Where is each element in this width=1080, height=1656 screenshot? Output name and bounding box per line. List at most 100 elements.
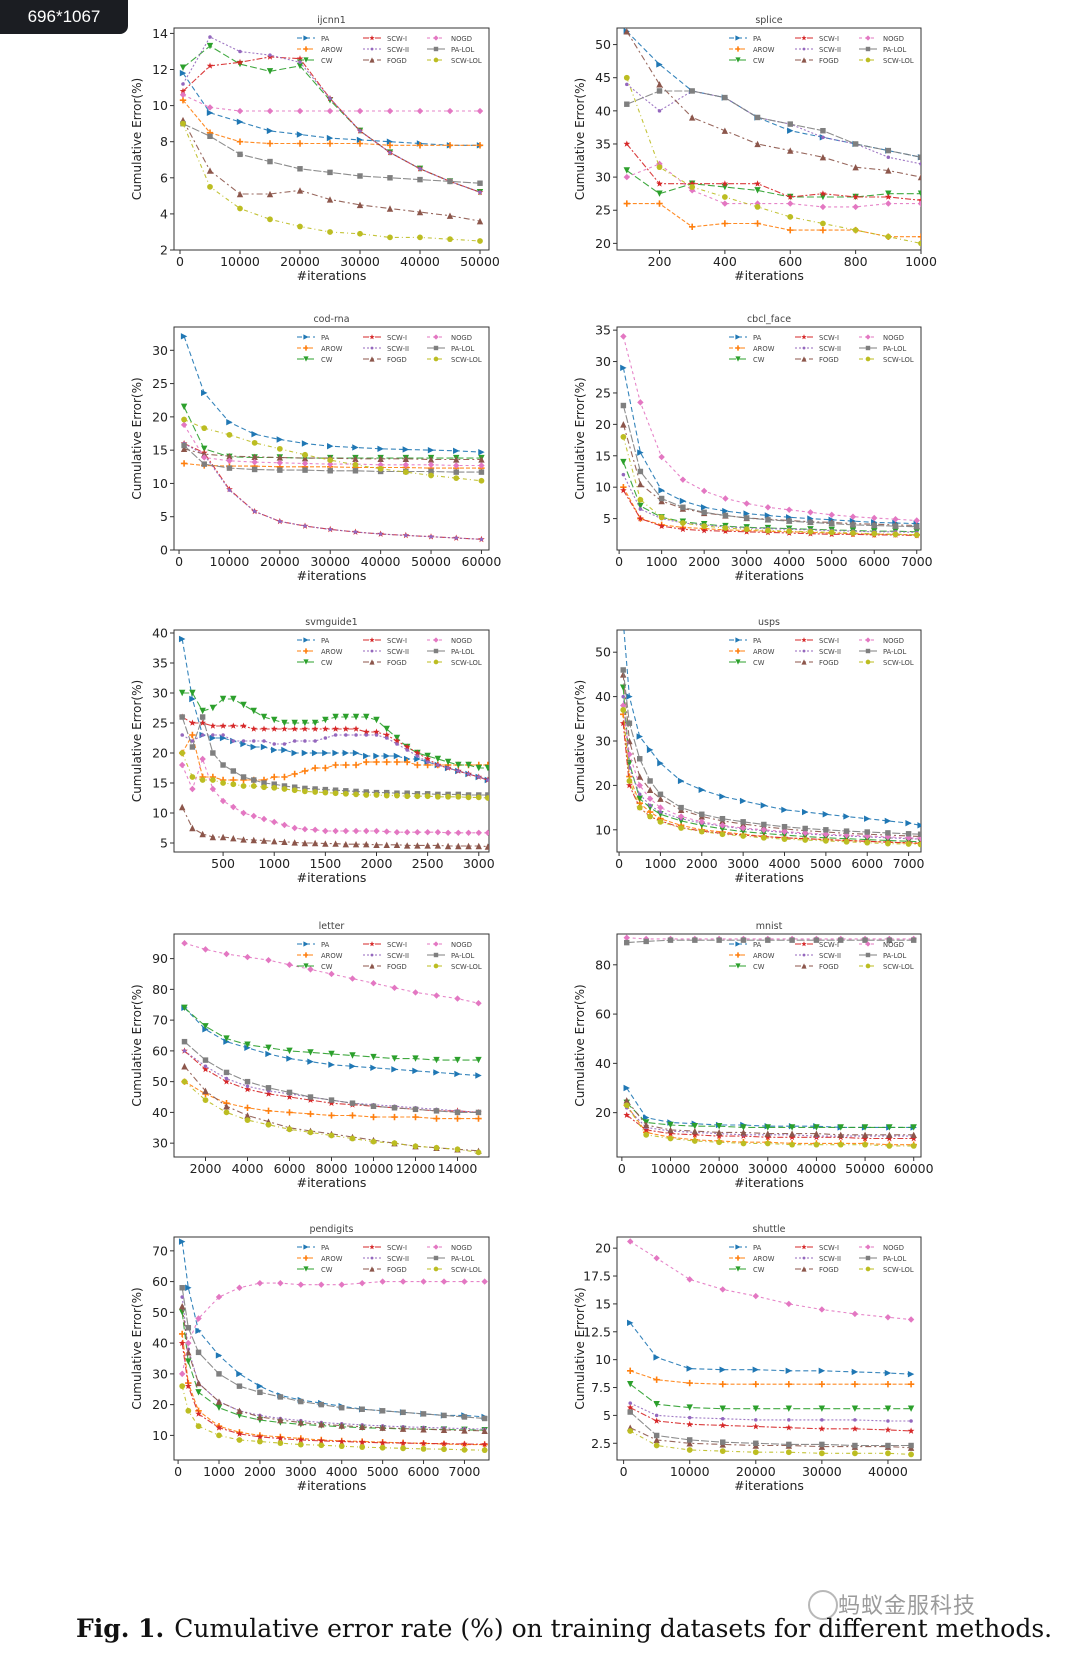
- data-point-pa: [311, 749, 319, 757]
- data-point-fogd: [453, 456, 460, 463]
- data-point-pa: [700, 504, 708, 511]
- x-tick-label: 30000: [802, 1464, 842, 1479]
- data-point-scw-lol: [302, 451, 308, 458]
- y-tick-label: 30: [152, 1366, 168, 1381]
- x-tick-label: 2500: [412, 856, 444, 871]
- data-point-pa: [454, 1070, 461, 1078]
- data-point-pa-lol: [302, 785, 308, 792]
- legend-item-scw-lol: SCW-LOL: [427, 1266, 482, 1274]
- x-tick-label: 1000: [258, 856, 290, 871]
- data-point-pa: [352, 444, 359, 451]
- data-point-pa-lol: [838, 937, 844, 943]
- x-tick-label: 6000: [408, 1464, 440, 1479]
- up-triangle-icon: [369, 659, 375, 665]
- data-point-pa: [328, 1061, 335, 1068]
- data-point-scw-lol: [691, 1138, 698, 1144]
- data-point-pa: [627, 1319, 634, 1327]
- data-point-nogd: [399, 1278, 407, 1285]
- data-point-scw-i: [206, 62, 214, 69]
- data-point-scw-ii: [180, 733, 184, 737]
- data-point-pa-lol: [657, 791, 664, 797]
- data-point-scw-i: [885, 193, 892, 200]
- data-point-scw-ii: [262, 739, 266, 743]
- legend: PA AROW CW SCW-I SCW-II FOGD NOGD PA-LOL SCW-LOL: [729, 637, 914, 667]
- legend-label: CW: [321, 356, 333, 364]
- x-tick-label: 3000: [285, 1464, 317, 1479]
- data-point-scw-lol: [623, 74, 630, 81]
- circle-icon: [865, 57, 871, 63]
- legend-item-scw-ii: SCW-II: [363, 952, 409, 960]
- y-tick-label: 0: [160, 543, 168, 558]
- data-point-arow: [281, 773, 288, 781]
- data-point-pa-lol: [813, 937, 820, 943]
- diamond-icon: [433, 35, 439, 41]
- data-point-scw-lol: [230, 781, 237, 788]
- data-point-pa-lol: [852, 141, 859, 147]
- data-point-arow: [271, 773, 278, 781]
- legend-label: SCW-I: [819, 334, 839, 342]
- legend-item-nogd: NOGD: [427, 1244, 472, 1252]
- y-tick-label: 70: [152, 1243, 168, 1258]
- series-line-nogd: [622, 705, 921, 839]
- data-point-pa: [332, 749, 339, 757]
- data-point-pa-lol: [226, 465, 233, 471]
- data-point-scw-ii: [720, 1416, 725, 1421]
- data-point-pa-lol: [179, 714, 185, 720]
- data-point-scw-lol: [667, 1135, 674, 1142]
- data-point-scw-i: [322, 725, 329, 732]
- x-tick-label: 3000: [463, 856, 495, 871]
- data-point-pa-lol: [716, 937, 722, 943]
- data-point-scw-lol: [686, 1447, 693, 1453]
- data-point-scw-lol: [181, 1078, 188, 1085]
- data-point-pa-lol: [312, 786, 318, 792]
- data-point-scw-lol: [787, 213, 794, 220]
- legend-item-arow: AROW: [297, 46, 343, 54]
- y-tick-label: 90: [152, 951, 168, 966]
- legend-item-fogd: FOGD: [795, 1266, 839, 1274]
- plot-frame: [173, 326, 490, 551]
- series-line-scw-ii: [622, 696, 921, 840]
- data-point-pa: [620, 364, 627, 372]
- legend-label: PA-LOL: [451, 46, 475, 54]
- legend-item-scw-lol: SCW-LOL: [427, 963, 482, 971]
- chart-panel-svmguide1: svmguide1 500 1000 1500 2000 2500 3000 5 10 15 20 2…: [130, 617, 495, 885]
- data-point-fogd: [178, 803, 186, 811]
- data-point-nogd: [700, 487, 708, 495]
- data-point-cw: [818, 1405, 826, 1412]
- legend-item-nogd: NOGD: [859, 1244, 904, 1252]
- data-point-fogd: [686, 1440, 693, 1447]
- data-point-scw-ii: [687, 1415, 692, 1420]
- diamond-icon: [433, 1244, 439, 1250]
- data-point-cw: [656, 190, 663, 197]
- data-point-pa-lol: [199, 714, 206, 720]
- data-point-pa-lol: [384, 789, 390, 796]
- data-point-nogd: [433, 992, 440, 999]
- data-point-scw-i: [373, 728, 380, 735]
- legend-label: SCW-I: [387, 1244, 407, 1252]
- data-point-pa: [250, 743, 257, 751]
- plus-icon: [303, 952, 309, 958]
- data-point-pa: [818, 1367, 826, 1374]
- legend-label: SCW-I: [819, 637, 839, 645]
- data-point-scw-lol: [428, 472, 434, 479]
- data-point-pa-lol: [286, 1089, 293, 1096]
- data-point-arow: [623, 200, 631, 207]
- legend-label: AROW: [321, 46, 343, 54]
- legend-label: SCW-LOL: [883, 659, 914, 667]
- data-point-nogd: [653, 1254, 660, 1262]
- legend-label: PA: [321, 35, 330, 43]
- data-point-nogd: [209, 785, 217, 793]
- data-point-pa: [240, 740, 247, 748]
- y-tick-label: 20: [595, 1105, 611, 1120]
- y-tick-label: 5: [603, 511, 611, 526]
- data-point-scw-lol: [620, 434, 627, 440]
- data-point-pa: [383, 752, 390, 760]
- legend: PA AROW CW SCW-I SCW-II FOGD NOGD PA-LOL SCW-LOL: [729, 35, 914, 65]
- data-point-scw-lol: [862, 1141, 868, 1148]
- data-point-fogd: [180, 445, 188, 453]
- data-point-cw: [434, 755, 442, 763]
- data-point-pa: [722, 507, 729, 515]
- data-point-pa-lol: [740, 937, 747, 943]
- x-tick-label: 50000: [460, 254, 500, 269]
- data-point-scw-lol: [332, 790, 339, 797]
